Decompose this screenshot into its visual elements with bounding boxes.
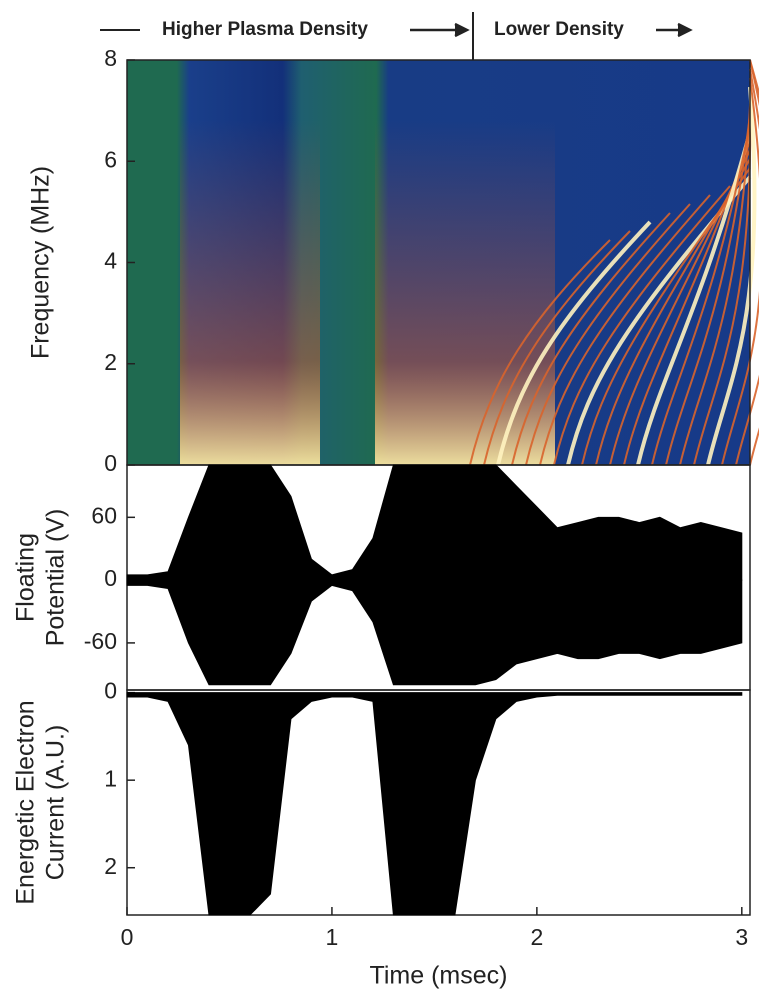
emission-line: [511, 212, 671, 466]
y-tick-label: 4: [104, 248, 117, 274]
emission-line: [706, 86, 757, 466]
current-area: [126, 692, 743, 916]
emission-region: [180, 120, 320, 465]
emission-line: [636, 131, 752, 466]
emission-line: [721, 77, 759, 466]
emission-line: [539, 194, 711, 466]
y-tick-label: 1: [104, 765, 117, 791]
signal-upper: [126, 464, 743, 581]
emission-line: [483, 230, 631, 466]
emission-line: [609, 149, 751, 466]
y-axis-label: Energetic Electron: [12, 700, 40, 904]
y-tick-label: 2: [104, 853, 117, 879]
x-tick-label: 2: [530, 924, 543, 950]
y-tick-label: 60: [91, 502, 117, 528]
y-axis-label: Frequency (MHz): [27, 166, 55, 359]
y-tick-label: 8: [104, 45, 117, 71]
x-tick-label: 3: [735, 924, 748, 950]
y-tick-label: 6: [104, 146, 117, 172]
emission-line: [581, 167, 751, 466]
emission-line: [469, 239, 611, 466]
y-tick-label: 0: [104, 450, 117, 476]
y-tick-label: -60: [84, 628, 117, 654]
y-axis-label: Current (A.U.): [42, 725, 70, 881]
y-tick-label: 2: [104, 349, 117, 375]
y-tick-label: 0: [104, 678, 117, 704]
emission-line: [595, 158, 751, 466]
emission-line: [679, 104, 751, 466]
emission-line: [735, 68, 759, 466]
emission-line: [496, 220, 652, 466]
header-right: Lower Density: [494, 19, 624, 40]
emission-line: [553, 185, 731, 466]
emission-line: [623, 140, 751, 466]
x-axis-label: Time (msec): [370, 962, 508, 990]
emission-line: [651, 122, 751, 466]
header-arrow: [410, 22, 470, 38]
header-arrow: [656, 22, 693, 38]
header-left: Higher Plasma Density: [162, 19, 368, 40]
emission-line: [525, 203, 691, 466]
signal-lower: [126, 579, 743, 686]
y-axis-label: Floating: [12, 533, 40, 622]
x-tick-label: 1: [326, 924, 339, 950]
emission-region: [375, 120, 555, 465]
y-tick-label: 0: [104, 565, 117, 591]
emission-line: [665, 113, 751, 466]
x-tick-label: 0: [121, 924, 134, 950]
y-axis-label: Potential (V): [42, 509, 70, 647]
